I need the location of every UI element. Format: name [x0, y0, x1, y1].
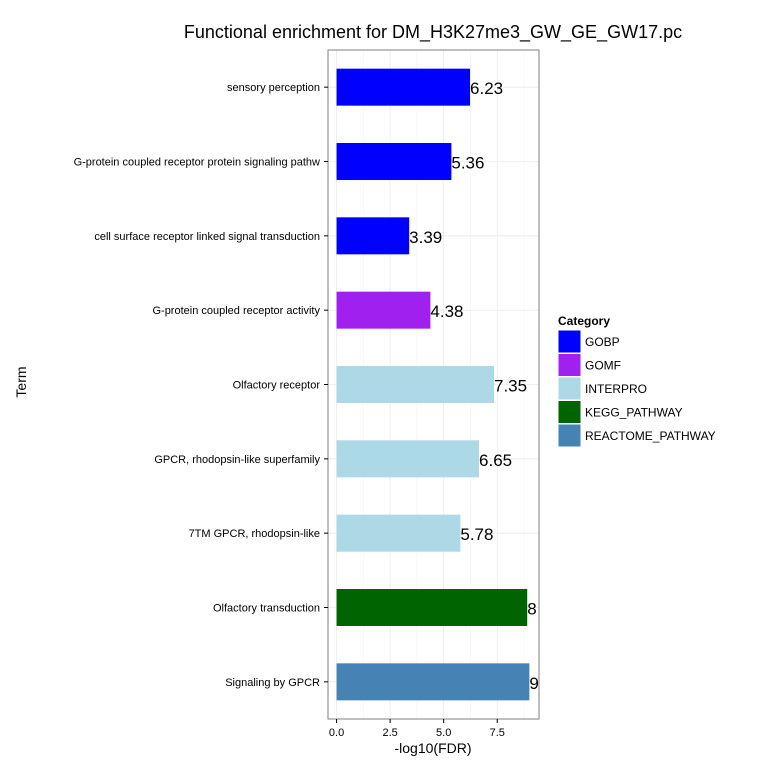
bar: [336, 514, 461, 552]
bar: [336, 440, 480, 478]
x-tick-label: 0.0: [329, 727, 344, 739]
legend-label: KEGG_PATHWAY: [585, 406, 683, 420]
y-axis: sensory perception G-protein coupled rece…: [74, 82, 328, 689]
legend-label: REACTOME_PATHWAY: [585, 429, 716, 443]
y-tick-label: 7TM GPCR, rhodopsin-like: [189, 528, 320, 540]
legend-title: Category: [558, 314, 610, 328]
bar-value-label: 5.36: [451, 154, 484, 173]
bar: [336, 68, 471, 106]
x-tick-label: 2.5: [382, 727, 397, 739]
legend-swatch: [557, 423, 582, 448]
y-tick-label: Signaling by GPCR: [225, 677, 320, 689]
y-tick-label: G-protein coupled receptor protein signa…: [74, 157, 320, 169]
legend-swatch: [557, 353, 582, 377]
y-tick-label: Olfactory transduction: [213, 603, 320, 615]
legend-swatch: [557, 400, 582, 424]
legend-swatch: [557, 376, 582, 401]
y-tick-label: cell surface receptor linked signal tran…: [94, 231, 320, 243]
legend-label: GOMF: [585, 359, 621, 373]
bar: [336, 589, 528, 626]
bar: [336, 663, 530, 701]
legend-label: INTERPRO: [585, 382, 647, 396]
bar-value-label: 8: [527, 600, 536, 619]
bar: [336, 366, 495, 403]
bar: [336, 217, 410, 255]
bar-value-label: 5.78: [460, 525, 493, 544]
x-tick-label: 5.0: [436, 727, 451, 739]
y-tick-label: Olfactory receptor: [233, 380, 321, 392]
y-tick-label: sensory perception: [227, 82, 320, 94]
y-tick-label: G-protein coupled receptor activity: [152, 305, 320, 317]
x-axis: 0.0 2.5 5.0 7.5: [329, 719, 505, 739]
chart-title: Functional enrichment for DM_H3K27me3_GW…: [184, 22, 682, 43]
bar-value-label: 6.23: [470, 79, 503, 98]
legend-label: GOBP: [585, 335, 620, 349]
y-axis-title: Term: [13, 366, 29, 397]
x-tick-label: 7.5: [490, 727, 505, 739]
legend-swatch: [557, 329, 582, 354]
legend: Category GOBP GOMF INTERPRO KEGG_PATHWAY REAC…: [557, 314, 716, 448]
bar-value-label: 6.65: [479, 451, 512, 470]
bar-value-label: 9: [529, 674, 538, 693]
x-axis-title: -log10(FDR): [394, 740, 471, 756]
plot-panel: 6.23 5.36 3.39 4.38 7.35 6.65 5.78 8 9: [327, 49, 540, 720]
y-tick-label: GPCR, rhodopsin-like superfamily: [154, 454, 320, 466]
bar: [336, 143, 452, 180]
bar-value-label: 4.38: [430, 302, 463, 321]
bar-value-label: 7.35: [494, 377, 527, 396]
bar: [336, 291, 431, 329]
bar-value-label: 3.39: [409, 228, 442, 247]
